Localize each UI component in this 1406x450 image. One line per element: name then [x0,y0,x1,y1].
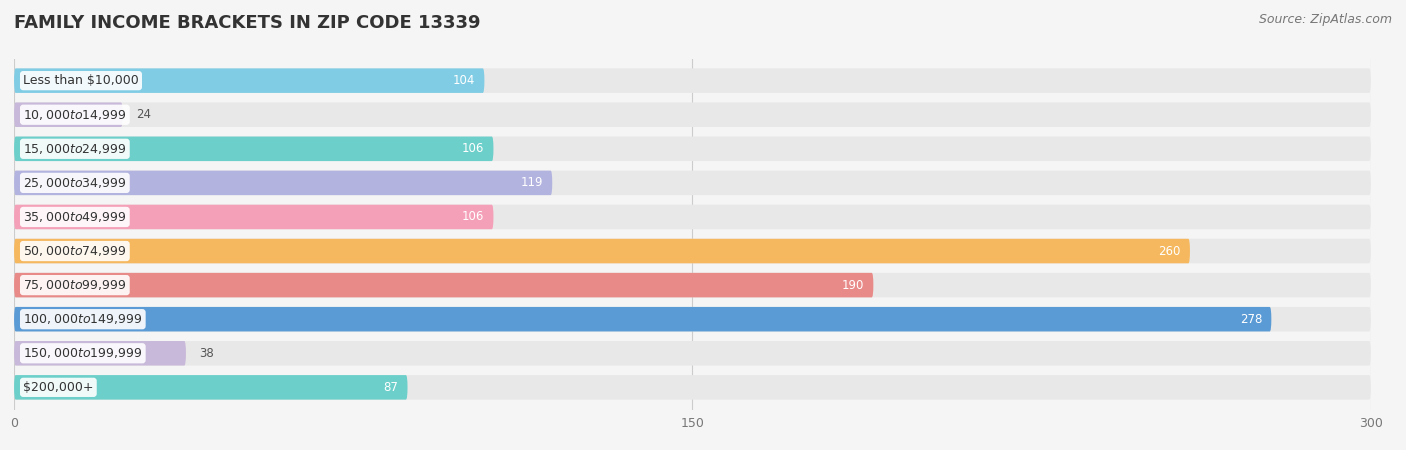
Text: 260: 260 [1159,244,1181,257]
Text: Source: ZipAtlas.com: Source: ZipAtlas.com [1258,14,1392,27]
FancyBboxPatch shape [14,375,1371,400]
Text: 104: 104 [453,74,475,87]
Text: 87: 87 [384,381,398,394]
FancyBboxPatch shape [14,239,1371,263]
FancyBboxPatch shape [14,103,1371,127]
FancyBboxPatch shape [14,103,122,127]
Text: $15,000 to $24,999: $15,000 to $24,999 [22,142,127,156]
Text: $100,000 to $149,999: $100,000 to $149,999 [22,312,142,326]
Text: $35,000 to $49,999: $35,000 to $49,999 [22,210,127,224]
FancyBboxPatch shape [14,205,1371,229]
Text: 38: 38 [200,347,214,360]
Text: 278: 278 [1240,313,1263,326]
Text: 106: 106 [463,142,485,155]
Text: Less than $10,000: Less than $10,000 [22,74,139,87]
Text: 190: 190 [842,279,865,292]
FancyBboxPatch shape [14,68,485,93]
FancyBboxPatch shape [14,273,1371,297]
FancyBboxPatch shape [14,239,1189,263]
Text: 106: 106 [463,211,485,224]
FancyBboxPatch shape [14,205,494,229]
Text: $200,000+: $200,000+ [22,381,94,394]
Text: FAMILY INCOME BRACKETS IN ZIP CODE 13339: FAMILY INCOME BRACKETS IN ZIP CODE 13339 [14,14,481,32]
FancyBboxPatch shape [14,171,553,195]
FancyBboxPatch shape [14,136,494,161]
FancyBboxPatch shape [14,171,1371,195]
FancyBboxPatch shape [14,273,873,297]
FancyBboxPatch shape [14,307,1271,332]
FancyBboxPatch shape [14,375,408,400]
Text: $25,000 to $34,999: $25,000 to $34,999 [22,176,127,190]
Text: 24: 24 [136,108,152,121]
Text: $150,000 to $199,999: $150,000 to $199,999 [22,346,142,360]
FancyBboxPatch shape [14,341,1371,365]
Text: $10,000 to $14,999: $10,000 to $14,999 [22,108,127,122]
Text: $75,000 to $99,999: $75,000 to $99,999 [22,278,127,292]
FancyBboxPatch shape [14,136,1371,161]
Text: 119: 119 [520,176,543,189]
FancyBboxPatch shape [14,68,1371,93]
FancyBboxPatch shape [14,307,1371,332]
Text: $50,000 to $74,999: $50,000 to $74,999 [22,244,127,258]
FancyBboxPatch shape [14,341,186,365]
